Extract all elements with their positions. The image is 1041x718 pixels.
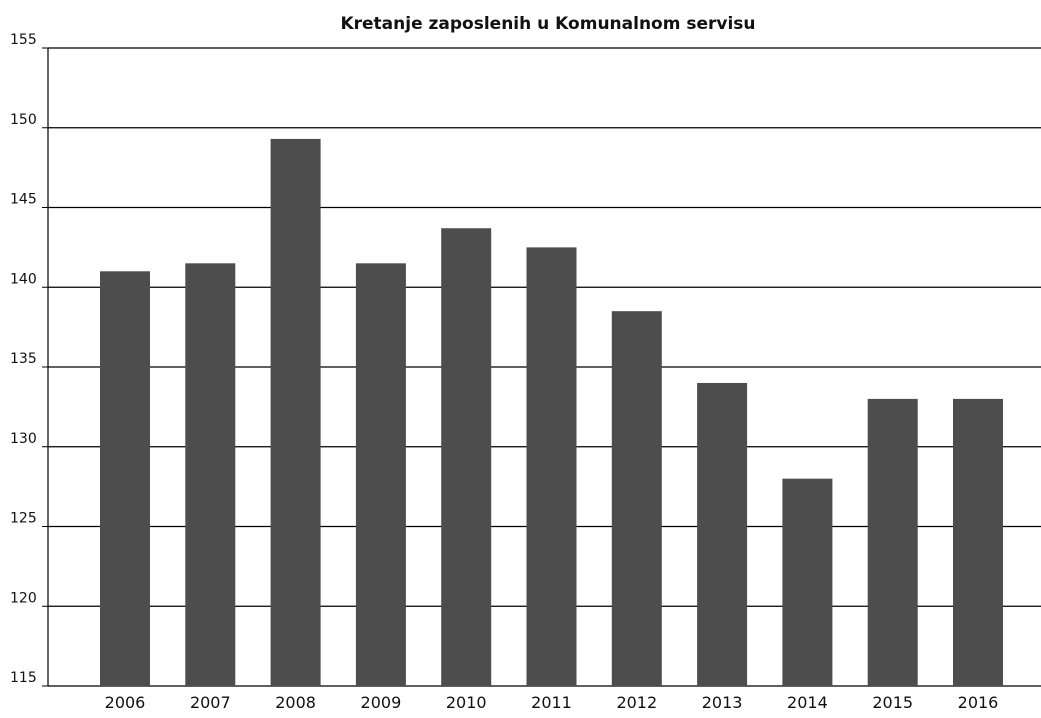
x-tick-label: 2007 [190, 693, 231, 712]
x-tick-label: 2013 [702, 693, 743, 712]
bar [611, 311, 662, 686]
y-tick-label: 145 [10, 192, 37, 208]
x-tick-label: 2008 [275, 693, 316, 712]
y-tick-label: 135 [10, 351, 37, 367]
chart-title: Kretanje zaposlenih u Komunalnom servisu [340, 14, 755, 34]
bar [355, 263, 406, 686]
bar [441, 228, 492, 687]
bar [697, 382, 748, 686]
x-tick-label: 2014 [787, 693, 828, 712]
y-tick-label: 115 [10, 670, 37, 686]
bar [782, 478, 833, 686]
bar [185, 263, 236, 686]
bar [100, 271, 150, 686]
x-tick-label: 2016 [958, 693, 999, 712]
x-tick-label: 2010 [446, 693, 487, 712]
bar [867, 398, 918, 686]
bar [953, 398, 1003, 686]
x-tick-label: 2006 [105, 693, 146, 712]
y-tick-label: 125 [10, 511, 37, 527]
x-tick-label: 2009 [361, 693, 402, 712]
y-tick-label: 130 [10, 431, 37, 447]
y-tick-label: 150 [10, 112, 37, 128]
y-tick-label: 120 [10, 590, 37, 606]
y-tick-label: 140 [10, 271, 37, 287]
x-tick-label: 2012 [616, 693, 657, 712]
x-tick-label: 2011 [531, 693, 572, 712]
bar [270, 138, 321, 687]
y-tick-label: 155 [10, 32, 37, 48]
bar [526, 247, 577, 686]
x-tick-label: 2015 [872, 693, 913, 712]
